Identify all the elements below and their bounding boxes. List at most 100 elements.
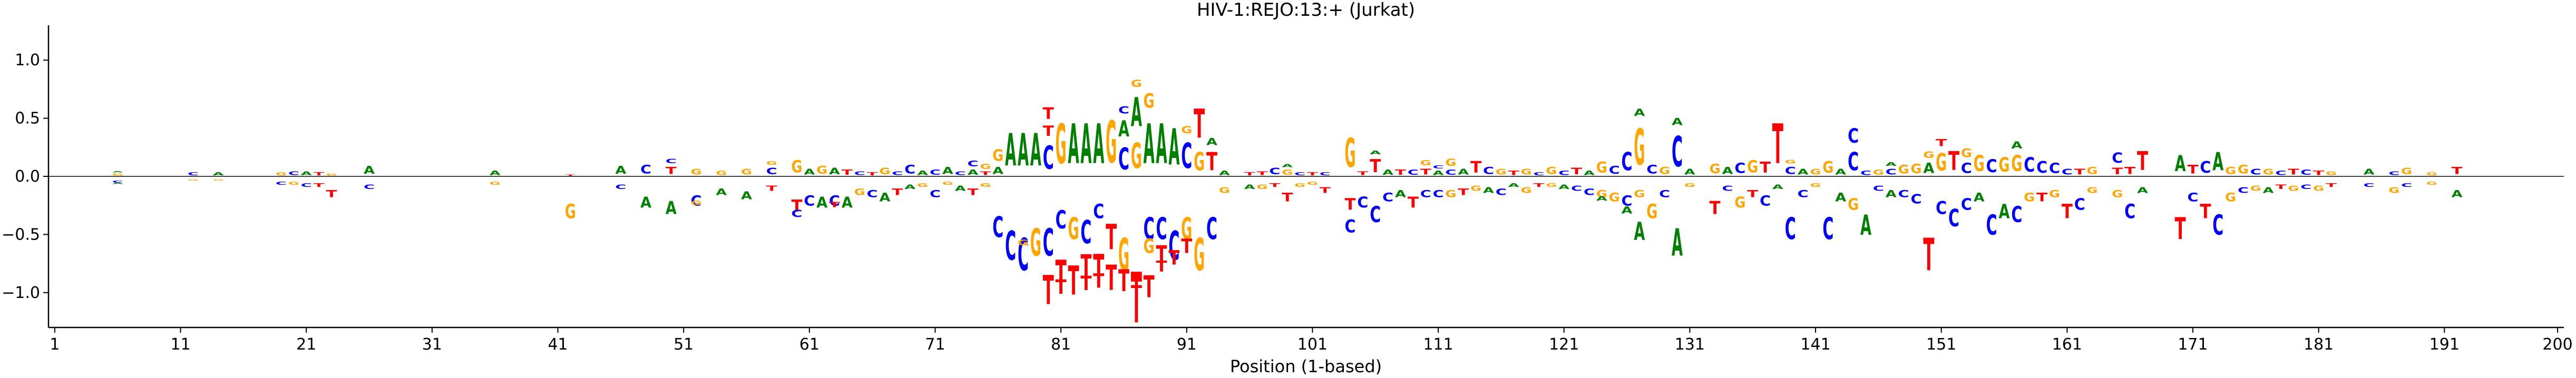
- logo-letter-g: G: [1131, 136, 1142, 176]
- logo-letter-t: T: [1156, 258, 1167, 275]
- logo-letter-g: G: [1144, 89, 1155, 112]
- logo-letter-c: C: [1659, 188, 1670, 200]
- logo-letter-a: A: [716, 187, 727, 198]
- logo-letter-a: A: [2175, 151, 2186, 177]
- logo-letter-c: C: [1584, 187, 1595, 197]
- logo-letter-g: G: [1659, 165, 1670, 177]
- logo-letter-t: T: [1760, 159, 1771, 176]
- logo-letter-a: A: [1886, 188, 1897, 200]
- logo-letter-g: G: [2238, 163, 2249, 176]
- logo-letter-c: C: [1672, 128, 1683, 177]
- logo-letter-a: A: [1622, 204, 1633, 216]
- x-tick-label: 101: [1297, 335, 1328, 354]
- logo-letter-a: A: [880, 191, 891, 204]
- logo-letter-a: A: [942, 165, 953, 177]
- logo-letter-g: G: [1345, 131, 1356, 177]
- logo-letter-g: G: [917, 182, 928, 188]
- logo-letter-t: T: [1307, 172, 1319, 176]
- logo-letter-g: G: [1420, 159, 1431, 167]
- logo-letter-t: T: [666, 165, 677, 176]
- logo-letter-c: C: [2049, 161, 2060, 177]
- logo-letter-c: C: [1873, 185, 1884, 193]
- logo-letter-c: C: [1080, 214, 1091, 251]
- logo-letter-a: A: [1219, 170, 1230, 176]
- logo-letter-a: A: [364, 164, 375, 176]
- logo-letter-c: C: [364, 184, 375, 191]
- logo-letter-c: C: [1534, 172, 1545, 176]
- logo-letter-a: A: [992, 165, 1003, 177]
- logo-letter-c: C: [968, 160, 979, 168]
- logo-letter-g: G: [1546, 165, 1557, 177]
- logo-letter-t: T: [2313, 170, 2324, 176]
- logo-letter-c: C: [640, 163, 651, 176]
- logo-letter-a: A: [1018, 124, 1029, 176]
- logo-letter-t: T: [1747, 188, 1759, 200]
- logo-letter-g: G: [1822, 158, 1833, 177]
- logo-letter-c: C: [691, 193, 702, 209]
- logo-letter-g: G: [1294, 182, 1305, 188]
- logo-letter-g: G: [288, 181, 299, 186]
- logo-letter-g: G: [1873, 168, 1884, 177]
- logo-letter-t: T: [1131, 282, 1142, 305]
- logo-letter-a: A: [804, 167, 815, 176]
- logo-letter-a: A: [1080, 113, 1091, 176]
- logo-letter-a: A: [1508, 182, 1519, 188]
- logo-letter-g: G: [942, 181, 953, 186]
- logo-letter-g: G: [1307, 181, 1318, 186]
- logo-letter-g: G: [2388, 186, 2399, 195]
- logo-letter-a: A: [968, 168, 979, 176]
- logo-letter-c: C: [930, 188, 941, 200]
- logo-letter-c: C: [1760, 193, 1771, 209]
- logo-letter-a: A: [1156, 113, 1167, 176]
- logo-letter-a: A: [829, 166, 841, 177]
- x-tick-label: 91: [1177, 335, 1197, 354]
- logo-letter-a: A: [1860, 209, 1871, 242]
- logo-letter-g: G: [1785, 159, 1796, 165]
- x-tick-label: 11: [170, 335, 190, 354]
- logo-letter-c: C: [1018, 228, 1029, 281]
- logo-letter-c: C: [1294, 172, 1305, 176]
- logo-letter-g: G: [565, 200, 576, 223]
- logo-letter-g: G: [766, 160, 777, 166]
- logo-letter-g: G: [691, 167, 702, 176]
- logo-letter-t: T: [1056, 276, 1067, 299]
- logo-letter-g: G: [1018, 238, 1029, 247]
- logo-letter-c: C: [791, 208, 802, 220]
- logo-letter-a: A: [1634, 106, 1645, 118]
- logo-letter-g: G: [1634, 119, 1645, 176]
- logo-letter-c: C: [1056, 206, 1067, 235]
- logo-letter-c: C: [1043, 140, 1054, 177]
- logo-letter-t: T: [2074, 167, 2086, 176]
- logo-letter-g: G: [2087, 165, 2098, 177]
- logo-letter-a: A: [1974, 191, 1985, 204]
- logo-letter-c: C: [288, 171, 299, 176]
- logo-letter-c: C: [1948, 204, 1959, 232]
- logo-letter-g: G: [1181, 124, 1192, 136]
- logo-letter-g: G: [1521, 167, 1532, 176]
- logo-letter-c: C: [1961, 161, 1972, 177]
- logo-letter-c: C: [276, 181, 287, 186]
- logo-letter-c: C: [301, 182, 312, 188]
- logo-letter-c: C: [2250, 167, 2261, 176]
- logo-letter-c: C: [1496, 187, 1507, 197]
- logo-letter-g: G: [1810, 182, 1821, 188]
- logo-letter-t: T: [2187, 163, 2199, 176]
- logo-letter-g: G: [2426, 181, 2437, 186]
- logo-letter-c: C: [1118, 141, 1129, 176]
- logo-letter-g: G: [1256, 183, 1267, 190]
- x-tick-label: 61: [799, 335, 819, 354]
- logo-letter-g: G: [1144, 234, 1155, 257]
- logo-letter-c: C: [1445, 168, 1456, 176]
- logo-letter-t: T: [1534, 183, 1545, 188]
- logo-letter-t: T: [1508, 170, 1519, 176]
- logo-letter-a: A: [640, 194, 652, 212]
- logo-letter-c: C: [867, 188, 878, 200]
- logo-letter-a: A: [1722, 165, 1733, 177]
- logo-letter-t: T: [829, 201, 841, 209]
- x-tick-label: 1: [50, 335, 60, 354]
- logo-letter-t: T: [1043, 267, 1054, 314]
- logo-letter-g: G: [1056, 113, 1067, 176]
- logo-letter-c: C: [1433, 188, 1444, 200]
- logo-letter-t: T: [2062, 200, 2073, 223]
- logo-letter-c: C: [2300, 168, 2311, 176]
